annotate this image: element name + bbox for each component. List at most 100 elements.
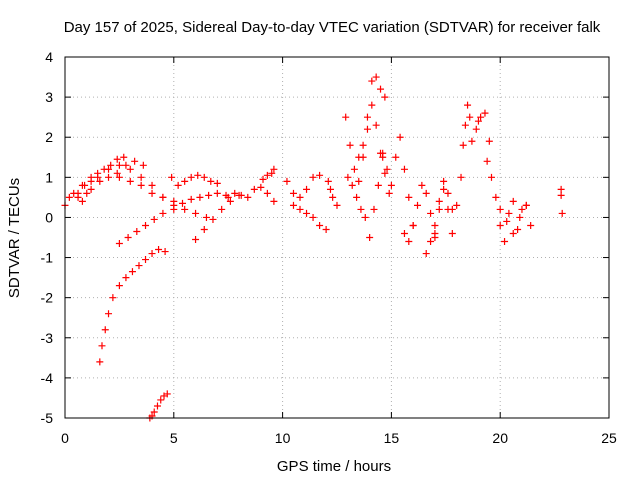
- data-point: [381, 93, 389, 101]
- data-point: [94, 173, 102, 181]
- data-point: [322, 225, 330, 233]
- data-point: [363, 125, 371, 133]
- data-point: [142, 221, 150, 229]
- data-point: [161, 248, 169, 256]
- data-point: [464, 101, 472, 109]
- data-point: [105, 310, 113, 318]
- data-point: [263, 171, 271, 179]
- y-tick-label: 2: [45, 129, 53, 145]
- data-point: [379, 149, 387, 157]
- series-arc-20: [379, 133, 417, 229]
- data-point: [113, 169, 121, 177]
- data-point: [509, 229, 517, 237]
- y-tick-label: 0: [45, 209, 53, 225]
- data-point: [202, 213, 210, 221]
- data-point: [124, 234, 132, 241]
- data-point: [98, 342, 106, 350]
- data-point: [431, 229, 439, 237]
- series-arc-4: [94, 161, 178, 205]
- data-point: [435, 197, 443, 205]
- data-point: [361, 213, 369, 221]
- data-point: [483, 157, 491, 165]
- data-point: [503, 217, 511, 225]
- data-point: [126, 177, 134, 185]
- data-point: [213, 179, 221, 187]
- data-point: [444, 205, 452, 213]
- data-point: [440, 177, 448, 185]
- series-arc-1: [61, 185, 95, 209]
- data-point: [405, 193, 413, 201]
- data-point: [346, 141, 354, 149]
- data-point: [492, 193, 500, 201]
- data-point: [342, 113, 350, 121]
- y-axis-label: SDTVAR / TECUs: [6, 178, 23, 298]
- data-point: [557, 185, 565, 193]
- data-point: [466, 113, 474, 121]
- data-point: [431, 221, 439, 229]
- data-point: [78, 181, 86, 189]
- series-arc-3: [78, 157, 147, 189]
- plot-frame: [64, 56, 610, 419]
- data-point: [115, 161, 123, 169]
- data-point: [187, 195, 195, 203]
- data-point: [353, 193, 361, 201]
- data-point: [422, 189, 430, 197]
- data-point: [107, 161, 115, 169]
- data-point: [527, 221, 535, 229]
- data-point: [485, 137, 493, 145]
- data-point: [231, 189, 239, 197]
- data-point: [303, 185, 311, 193]
- data-point: [418, 181, 426, 189]
- data-point: [435, 205, 443, 213]
- data-point: [113, 155, 121, 163]
- data-point: [344, 173, 352, 181]
- x-axis-label: GPS time / hours: [277, 458, 391, 475]
- data-point: [263, 189, 271, 197]
- data-point: [218, 205, 226, 213]
- data-point: [159, 209, 167, 217]
- series-arc-19: [355, 101, 393, 197]
- data-point: [135, 262, 143, 270]
- series-arc-24: [459, 101, 476, 149]
- series-arc-9: [168, 171, 221, 189]
- data-point: [468, 137, 476, 145]
- grid: [65, 57, 609, 418]
- data-point: [207, 177, 215, 185]
- data-point: [96, 177, 104, 185]
- data-point: [309, 213, 317, 221]
- series-arc-12: [224, 183, 278, 205]
- data-point: [405, 238, 413, 246]
- series-arc-17: [342, 73, 389, 185]
- data-point: [78, 197, 86, 205]
- data-point: [268, 169, 276, 177]
- data-point: [516, 213, 524, 221]
- data-point: [209, 215, 217, 223]
- data-point: [303, 209, 311, 217]
- data-point: [381, 169, 389, 177]
- data-point: [200, 225, 208, 233]
- data-point: [194, 171, 202, 179]
- data-point: [348, 181, 356, 189]
- data-point: [289, 189, 297, 197]
- data-point: [148, 189, 156, 197]
- y-tick-label: -4: [41, 370, 54, 386]
- data-point: [137, 173, 145, 181]
- x-tick-label: 10: [275, 430, 291, 446]
- series-arc-8: [146, 390, 171, 422]
- x-tick-label: 25: [601, 430, 617, 446]
- data-point: [87, 185, 95, 193]
- data-point: [224, 193, 232, 201]
- data-point: [372, 73, 380, 81]
- data-point: [350, 165, 358, 173]
- data-point: [333, 201, 341, 209]
- data-point: [131, 157, 139, 165]
- series-arc-18: [344, 153, 387, 241]
- data-point: [496, 205, 504, 213]
- series-arc-6: [96, 246, 169, 366]
- series-arc-14: [283, 171, 324, 201]
- data-point: [179, 199, 187, 207]
- data-point: [257, 183, 265, 191]
- data-point: [370, 205, 378, 213]
- data-point: [422, 250, 430, 258]
